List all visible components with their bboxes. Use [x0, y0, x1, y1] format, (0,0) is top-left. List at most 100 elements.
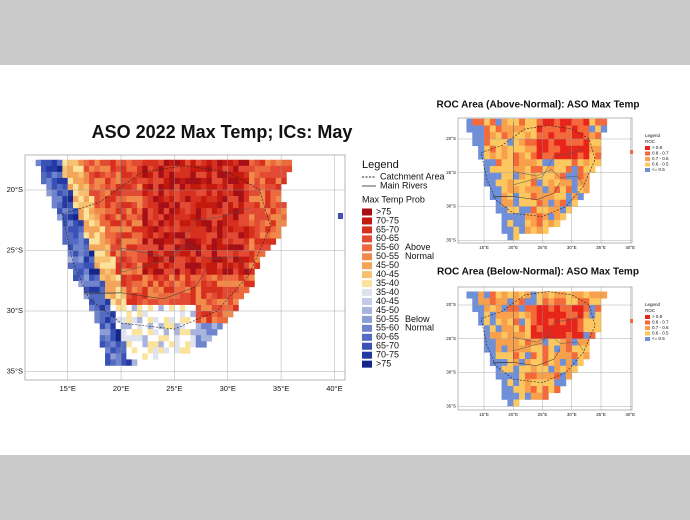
legend-label: 0.6 - 0.5: [652, 162, 669, 167]
map-cell: [249, 238, 255, 245]
map-cell: [147, 232, 154, 239]
map-cell: [158, 304, 165, 312]
map-cell: [190, 250, 197, 257]
map-cell: [478, 118, 485, 126]
legend-label: 50-55: [376, 251, 399, 261]
map-cell: [233, 256, 239, 263]
map-cell: [548, 152, 555, 160]
map-cell: [121, 347, 127, 354]
map-cell: [126, 244, 133, 251]
map-cell: [265, 208, 271, 215]
map-cell: [153, 329, 159, 336]
map-cell: [142, 329, 149, 336]
map-cell: [153, 286, 159, 294]
map-cell: [201, 177, 207, 185]
map-cell: [249, 232, 255, 239]
map-cell: [536, 159, 543, 167]
map-cell: [83, 196, 90, 203]
map-cell: [179, 347, 186, 354]
map-cell: [78, 220, 85, 227]
map-cell: [484, 332, 491, 340]
map-cell: [99, 208, 106, 215]
map-cell: [542, 172, 549, 180]
lon-label: 35°E: [273, 384, 289, 393]
map-cell: [89, 214, 95, 221]
map-cell: [131, 165, 138, 173]
map-cell: [524, 379, 532, 387]
map-cell: [270, 238, 277, 245]
map-cell: [78, 208, 85, 215]
map-cell: [501, 179, 508, 187]
map: 20°S25°S30°S35°S15°E 20°E 25°E 30°E 35°E 40°E: [446, 286, 635, 417]
map-cell: [542, 338, 549, 346]
map-cell: [206, 196, 213, 203]
lat-label: 20°S: [7, 185, 23, 194]
map-cell: [560, 166, 567, 174]
map-cell: [211, 220, 218, 227]
map-cell: [519, 345, 526, 353]
map-cell: [530, 220, 537, 228]
map-cell: [126, 190, 133, 197]
map-cell: [115, 323, 122, 330]
map-cell: [142, 214, 149, 221]
map-cell: [571, 199, 578, 207]
map-cell: [519, 159, 526, 167]
map-cell: [89, 280, 95, 288]
map-cell: [78, 177, 85, 185]
map-cell: [524, 179, 532, 187]
map-cell: [89, 226, 95, 233]
map-cell: [147, 208, 154, 215]
legend-label: <= 0.5: [652, 167, 665, 172]
map-cell: [99, 286, 106, 294]
map-cell: [201, 317, 207, 324]
map-cell: [169, 341, 175, 348]
map-cell: [524, 152, 532, 160]
map-cell: [507, 186, 514, 194]
map-cell: [548, 291, 555, 299]
map-cell: [185, 347, 191, 354]
map-cell: [185, 335, 191, 342]
map-cell: [548, 372, 555, 380]
map-cell: [217, 262, 223, 269]
map-cell: [495, 345, 502, 353]
map-cell: [147, 329, 154, 336]
map-cell: [126, 341, 133, 348]
map-cell: [121, 353, 127, 360]
map-cell: [571, 125, 578, 133]
map-cell: [110, 311, 117, 318]
map-cell: [195, 244, 202, 251]
map-cell: [227, 208, 234, 215]
map-cell: [513, 399, 520, 407]
map-cell: [137, 280, 143, 288]
map-cell: [142, 286, 149, 294]
map-cell: [121, 317, 127, 324]
map-cell: [174, 232, 181, 239]
map-cell: [243, 165, 250, 173]
map-cell: [524, 372, 532, 380]
map-cell: [153, 292, 159, 300]
map-cell: [211, 177, 218, 185]
map-cell: [519, 125, 526, 133]
map-cell: [554, 352, 561, 360]
legend-label: 65-70: [376, 224, 399, 234]
legend-title: Legend: [362, 159, 399, 171]
map-cell: [174, 317, 181, 324]
map-cell: [46, 183, 52, 191]
map-cell: [121, 220, 127, 227]
map-cell: [201, 208, 207, 215]
map-cell: [195, 292, 202, 300]
map-cell: [524, 325, 532, 333]
map-cell: [560, 352, 567, 360]
map-cell: [131, 171, 138, 179]
map-cell: [137, 202, 143, 209]
map-cell: [99, 232, 106, 239]
map-cell: [131, 244, 138, 251]
map-cell: [67, 165, 74, 173]
map-cell: [185, 159, 191, 167]
map-cell: [169, 244, 175, 251]
map-cell: [275, 177, 282, 185]
map-cell: [524, 199, 532, 207]
map-cell: [201, 250, 207, 257]
map-cell: [201, 196, 207, 203]
map-cell: [222, 183, 229, 191]
